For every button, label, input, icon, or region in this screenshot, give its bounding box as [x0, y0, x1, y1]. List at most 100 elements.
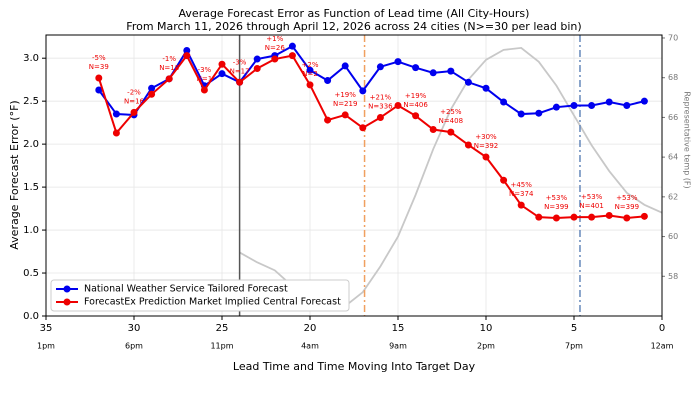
x-axis-label: Lead Time and Time Moving Into Target Da… [233, 360, 476, 373]
marker [218, 70, 226, 78]
x2-tick-label: 2pm [477, 342, 495, 351]
annotation-n: N=18 [159, 64, 179, 72]
annotation-change: +21% [370, 93, 392, 101]
marker [640, 212, 648, 220]
marker [517, 110, 525, 118]
marker [482, 84, 490, 92]
annotation-change: +19% [334, 91, 356, 99]
annotation-n: N=39 [89, 63, 109, 71]
x-tick-label: 20 [304, 323, 317, 334]
legend-box [50, 279, 350, 312]
marker [236, 78, 244, 86]
y2-tick-label: 60 [668, 232, 678, 241]
y-tick-label: 1.5 [23, 182, 39, 193]
annotation-n: N=401 [579, 202, 603, 210]
y2-tick-label: 58 [668, 272, 678, 281]
marker [394, 101, 402, 109]
marker [570, 213, 578, 221]
annotation-n: N=392 [474, 142, 498, 150]
marker [500, 98, 508, 106]
marker [552, 214, 560, 222]
annotation-n: N=399 [544, 203, 568, 211]
y2-tick-label: 70 [668, 33, 678, 42]
y-axis-label: Average Forecast Error (°F) [8, 100, 21, 249]
annotation-n: N=1 [197, 75, 213, 83]
y-tick-label: 1.0 [23, 225, 39, 236]
plot-frame [45, 34, 663, 317]
annotation-n: N=17 [230, 67, 250, 75]
y2-tick-label: 62 [668, 192, 678, 201]
x-tick-label: 25 [216, 323, 229, 334]
marker [130, 108, 138, 116]
marker [394, 58, 402, 66]
y-tick-label: 3.0 [23, 53, 39, 64]
marker [552, 103, 560, 111]
marker [588, 101, 596, 109]
marker [482, 153, 490, 161]
y-tick-label: 2.0 [23, 139, 39, 150]
marker [324, 116, 332, 124]
x2-tick-label: 7pm [565, 342, 583, 351]
marker [324, 77, 332, 85]
marker [288, 52, 296, 60]
marker [271, 55, 279, 63]
annotation-change: +1% [266, 35, 283, 43]
marker [359, 87, 367, 95]
annotation-change: +19% [405, 92, 427, 100]
marker [588, 213, 596, 221]
annotation-change: +45% [510, 181, 532, 189]
marker [500, 176, 508, 184]
x2-tick-label: 4am [301, 342, 319, 351]
annotation-n: N=26 [265, 44, 286, 52]
annotation-change: -5% [92, 54, 106, 62]
marker [376, 63, 384, 71]
x-tick-label: 0 [659, 323, 665, 334]
marker [341, 62, 349, 70]
annotation-change: +2% [302, 61, 319, 69]
x-tick-label: 5 [571, 323, 577, 334]
temp-line [239, 46, 663, 308]
marker [112, 129, 120, 137]
annotation-n: N=399 [615, 203, 639, 211]
y-tick-label: 0.0 [23, 311, 39, 322]
annotation-n: N=336 [368, 102, 393, 110]
marker [148, 90, 156, 98]
y-tick-label: 2.5 [23, 96, 39, 107]
legend-marker [63, 298, 71, 306]
x-tick-label: 10 [480, 323, 493, 334]
y2-tick-label: 64 [668, 153, 678, 162]
annotation-change: +53% [581, 193, 603, 201]
x-tick-label: 15 [392, 323, 405, 334]
annotation-change: +25% [440, 108, 462, 116]
marker [535, 109, 543, 117]
marker [288, 42, 296, 50]
marker [605, 98, 613, 106]
marker [306, 81, 314, 89]
annotation-n: N=219 [333, 100, 357, 108]
annotation-change: +30% [475, 133, 497, 141]
marker [447, 67, 455, 75]
y-tick-label: 0.5 [23, 268, 39, 279]
marker [464, 141, 472, 149]
y2-tick-label: 68 [668, 73, 678, 82]
marker [183, 52, 191, 60]
marker [640, 97, 648, 105]
marker [376, 113, 384, 121]
annotation-n: N=2 [302, 70, 318, 78]
y2-axis-label: Representative temp (F) [683, 91, 692, 188]
marker [253, 65, 261, 73]
annotation-change: -1% [162, 55, 176, 63]
marker [200, 86, 208, 94]
marker [165, 75, 173, 83]
marker [148, 84, 156, 92]
marker [412, 64, 420, 72]
annotation-n: N=406 [403, 101, 428, 109]
marker [429, 69, 437, 77]
x-tick-label: 35 [40, 323, 53, 334]
marker [570, 101, 578, 109]
legend-marker [63, 285, 71, 293]
marker [359, 124, 367, 132]
chart-title: Average Forecast Error as Function of Le… [179, 7, 530, 20]
x2-tick-label: 1pm [37, 342, 55, 351]
